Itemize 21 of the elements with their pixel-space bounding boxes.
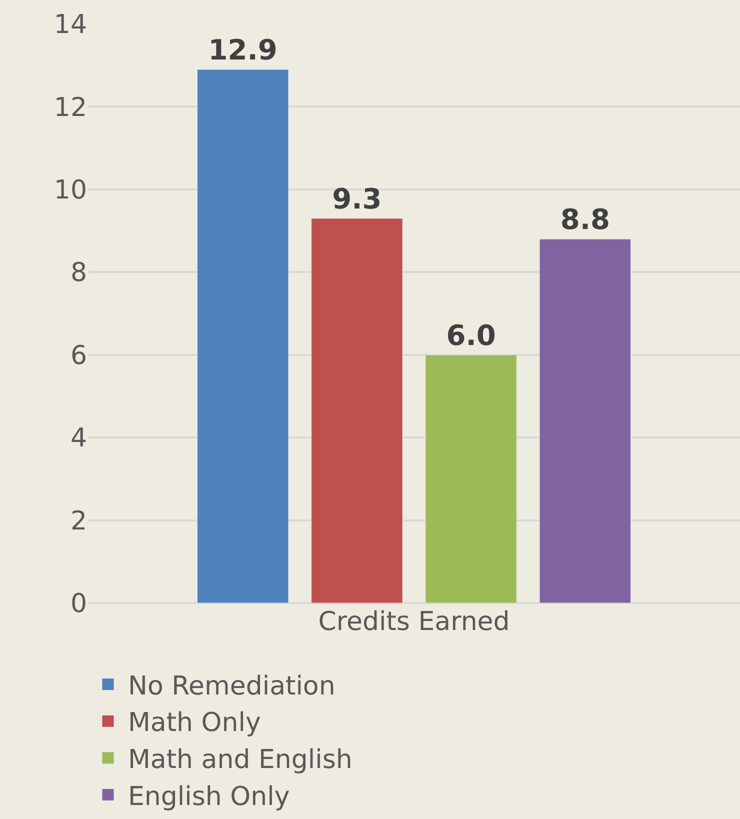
legend-label: Math Only [128, 708, 261, 738]
y-tick-label: 0 [70, 589, 87, 620]
y-tick-label: 10 [54, 176, 87, 206]
y-tick-label: 12 [54, 92, 87, 123]
data-label: 12.9 [208, 33, 278, 66]
y-tick-label: 8 [70, 258, 87, 288]
bar [311, 218, 403, 603]
legend-label: English Only [128, 782, 290, 812]
bar [196, 69, 289, 603]
data-label: 9.3 [332, 182, 382, 216]
bar [425, 354, 517, 603]
y-tick-label: 6 [70, 340, 87, 371]
legend-label: Math and English [128, 745, 352, 776]
data-label: 6.0 [446, 318, 496, 352]
y-tick-label: 14 [54, 10, 87, 40]
x-tick-label: Credits Earned [318, 607, 510, 637]
legend-label: No Remediation [128, 671, 336, 702]
y-tick-label: 4 [70, 424, 87, 454]
y-tick-label: 2 [70, 506, 87, 536]
bar [539, 238, 632, 603]
data-label: 8.8 [560, 203, 610, 236]
